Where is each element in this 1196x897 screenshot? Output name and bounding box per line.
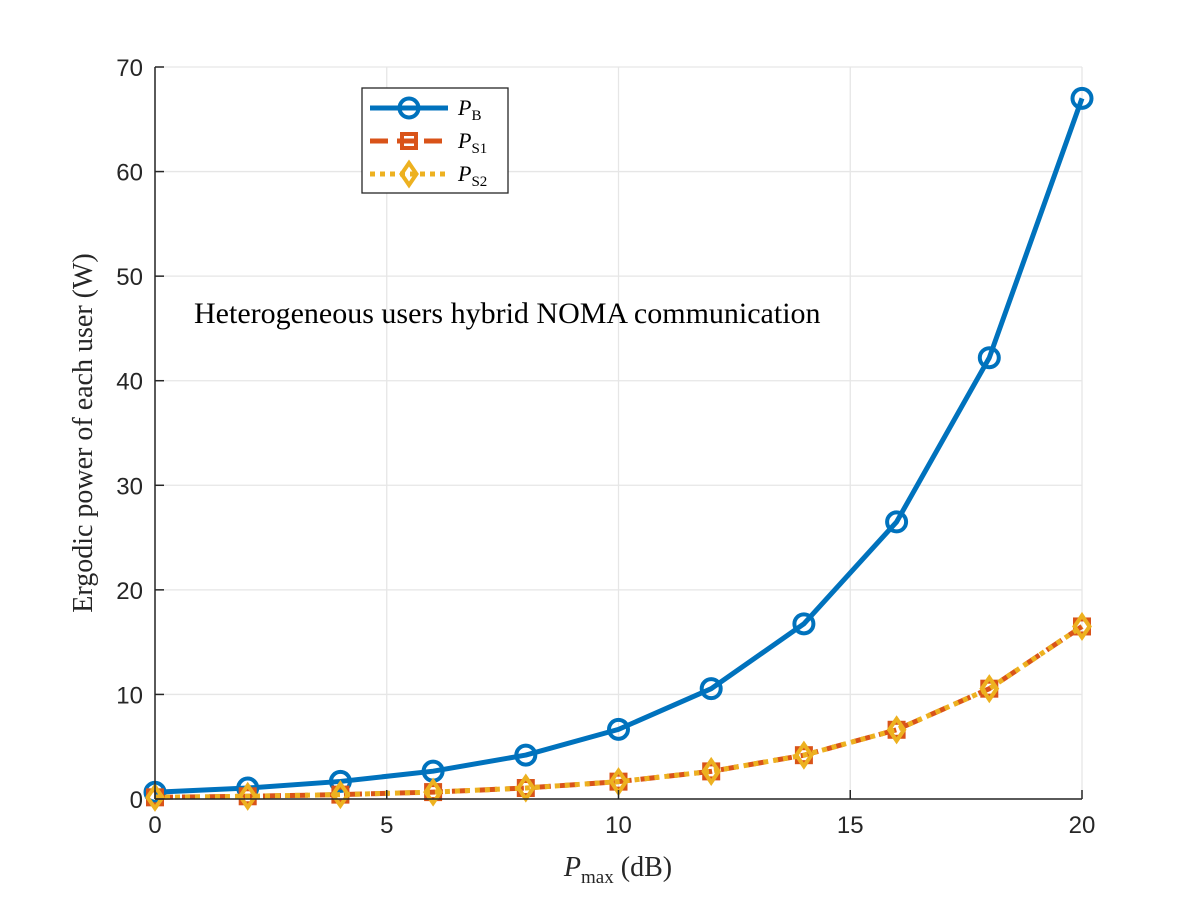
data-point-P_B xyxy=(699,677,723,701)
x-tick-label: 0 xyxy=(148,812,161,839)
x-tick-label: 5 xyxy=(380,812,393,839)
legend-label-P_B: PB xyxy=(457,95,481,124)
data-point-P_B xyxy=(607,717,630,741)
data-point-P_S2 xyxy=(145,782,165,812)
y-tick-label: 70 xyxy=(116,55,143,82)
tick-labels: 0 5 10 15 20 0 10 20 30 40 50 60 70 xyxy=(116,55,1095,839)
data-point-P_S2 xyxy=(237,781,258,811)
legend-label-main: P xyxy=(457,95,471,120)
x-axis-label-main: P xyxy=(563,852,581,883)
data-point-P_B xyxy=(792,612,816,636)
data-point-P_S2 xyxy=(423,777,444,807)
legend-label-sub: S2 xyxy=(471,174,487,190)
series-line-P_S2 xyxy=(154,624,1084,800)
legend-label-main: P xyxy=(457,128,471,153)
x-tick-label: 15 xyxy=(837,812,864,839)
data-point-P_B xyxy=(328,769,352,793)
data-point-P_S2 xyxy=(886,715,907,745)
data-point-P_S2 xyxy=(979,674,1000,704)
legend-marker-P_B xyxy=(397,96,421,120)
legend-marker-P_S1 xyxy=(400,132,418,150)
legend-label-P_S1: PS1 xyxy=(457,128,487,157)
y-tick-label: 0 xyxy=(130,787,143,814)
x-axis-label-unit: (dB) xyxy=(614,852,672,883)
data-point-P_B xyxy=(977,346,1001,370)
series-P_B xyxy=(143,86,1094,804)
legend-label-main: P xyxy=(457,161,471,186)
x-axis-label: Pmax (dB) xyxy=(563,852,672,888)
legend-label-sub: B xyxy=(471,108,481,124)
data-point-P_S2 xyxy=(793,740,814,770)
axes xyxy=(154,66,1083,800)
legend-label-sub: S1 xyxy=(471,141,487,157)
series-line-P_B xyxy=(154,97,1085,795)
data-point-P_B xyxy=(514,743,538,767)
y-tick-label: 60 xyxy=(116,160,143,187)
data-point-P_S2 xyxy=(330,780,351,810)
chart-annotation: Heterogeneous users hybrid NOMA communic… xyxy=(194,297,821,330)
x-tick-label: 10 xyxy=(605,812,632,839)
y-axis-label: Ergodic power of each user (W) xyxy=(68,253,99,612)
legend-marker-P_S2 xyxy=(399,159,419,189)
legend-label-P_S2: PS2 xyxy=(457,161,487,190)
y-tick-label: 40 xyxy=(116,369,143,396)
y-tick-label: 10 xyxy=(116,682,143,709)
x-tick-label: 20 xyxy=(1069,812,1096,839)
data-point-P_S2 xyxy=(701,756,722,786)
x-axis-label-sub: max xyxy=(581,867,614,888)
series-group xyxy=(143,86,1094,812)
y-tick-label: 50 xyxy=(116,264,143,291)
data-point-P_B xyxy=(885,510,909,534)
y-tick-label: 30 xyxy=(116,473,143,500)
y-tick-label: 20 xyxy=(116,578,143,605)
data-point-P_B xyxy=(1070,86,1094,110)
data-point-P_S2 xyxy=(1072,611,1092,642)
